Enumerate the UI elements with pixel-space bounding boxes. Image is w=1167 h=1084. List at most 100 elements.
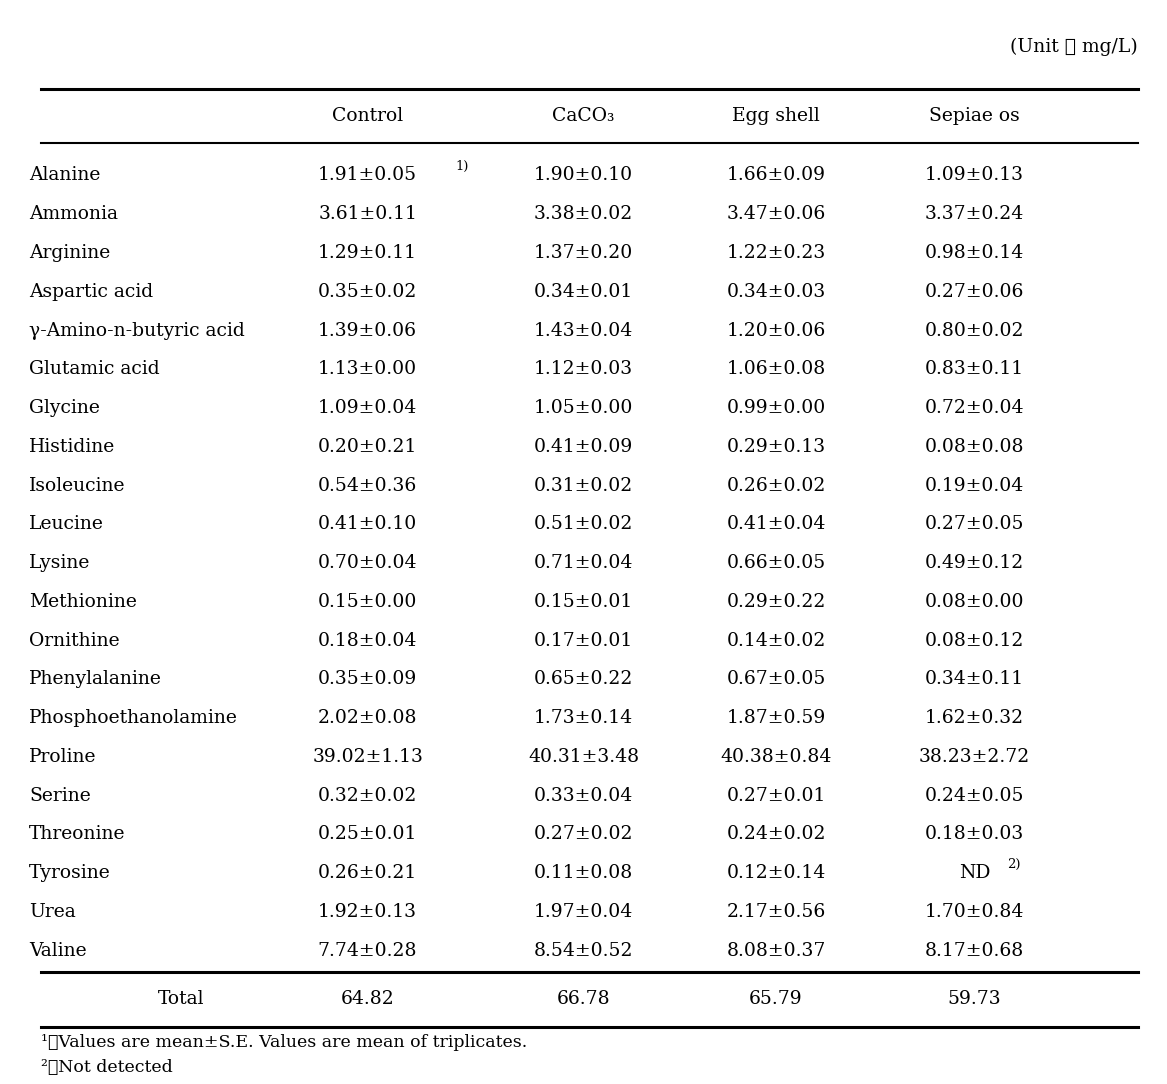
Text: 1.29±0.11: 1.29±0.11	[319, 244, 417, 262]
Text: 3.61±0.11: 3.61±0.11	[319, 205, 417, 223]
Text: 0.80±0.02: 0.80±0.02	[924, 322, 1025, 339]
Text: 0.54±0.36: 0.54±0.36	[317, 477, 418, 494]
Text: 1.66±0.09: 1.66±0.09	[727, 167, 825, 184]
Text: 1.22±0.23: 1.22±0.23	[726, 244, 826, 262]
Text: 0.49±0.12: 0.49±0.12	[924, 554, 1025, 572]
Text: 65.79: 65.79	[749, 991, 803, 1008]
Text: 0.18±0.04: 0.18±0.04	[317, 632, 418, 649]
Text: Urea: Urea	[29, 903, 76, 921]
Text: Ammonia: Ammonia	[29, 205, 118, 223]
Text: Control: Control	[333, 107, 403, 125]
Text: 59.73: 59.73	[948, 991, 1001, 1008]
Text: Sepiae os: Sepiae os	[929, 107, 1020, 125]
Text: 1.12±0.03: 1.12±0.03	[534, 360, 633, 378]
Text: 0.11±0.08: 0.11±0.08	[533, 864, 634, 882]
Text: 0.32±0.02: 0.32±0.02	[317, 787, 418, 804]
Text: 0.67±0.05: 0.67±0.05	[726, 670, 826, 688]
Text: 0.99±0.00: 0.99±0.00	[726, 399, 826, 417]
Text: 3.37±0.24: 3.37±0.24	[924, 205, 1025, 223]
Text: Ornithine: Ornithine	[29, 632, 120, 649]
Text: 0.24±0.02: 0.24±0.02	[726, 826, 826, 843]
Text: 0.29±0.22: 0.29±0.22	[726, 593, 826, 611]
Text: 0.24±0.05: 0.24±0.05	[924, 787, 1025, 804]
Text: 1.13±0.00: 1.13±0.00	[319, 360, 417, 378]
Text: 1.37±0.20: 1.37±0.20	[533, 244, 634, 262]
Text: ¹⧧Values are mean±S.E. Values are mean of triplicates.: ¹⧧Values are mean±S.E. Values are mean o…	[41, 1034, 527, 1051]
Text: 0.27±0.05: 0.27±0.05	[924, 515, 1025, 533]
Text: 1): 1)	[455, 160, 468, 173]
Text: γ-Amino-n-butyric acid: γ-Amino-n-butyric acid	[29, 322, 245, 339]
Text: 0.17±0.01: 0.17±0.01	[533, 632, 634, 649]
Text: Lysine: Lysine	[29, 554, 91, 572]
Text: 0.34±0.03: 0.34±0.03	[726, 283, 826, 300]
Text: 1.70±0.84: 1.70±0.84	[924, 903, 1025, 921]
Text: 0.41±0.04: 0.41±0.04	[726, 515, 826, 533]
Text: Alanine: Alanine	[29, 167, 100, 184]
Text: 0.70±0.04: 0.70±0.04	[317, 554, 418, 572]
Text: 0.08±0.00: 0.08±0.00	[924, 593, 1025, 611]
Text: 0.08±0.12: 0.08±0.12	[924, 632, 1025, 649]
Text: Isoleucine: Isoleucine	[29, 477, 126, 494]
Text: 1.90±0.10: 1.90±0.10	[534, 167, 633, 184]
Text: Phosphoethanolamine: Phosphoethanolamine	[29, 709, 238, 727]
Text: Glutamic acid: Glutamic acid	[29, 360, 160, 378]
Text: 0.27±0.01: 0.27±0.01	[726, 787, 826, 804]
Text: 1.87±0.59: 1.87±0.59	[726, 709, 826, 727]
Text: 0.35±0.02: 0.35±0.02	[317, 283, 418, 300]
Text: 0.08±0.08: 0.08±0.08	[924, 438, 1025, 456]
Text: Total: Total	[158, 991, 204, 1008]
Text: 1.20±0.06: 1.20±0.06	[726, 322, 826, 339]
Text: Methionine: Methionine	[29, 593, 137, 611]
Text: 0.41±0.10: 0.41±0.10	[317, 515, 418, 533]
Text: 66.78: 66.78	[557, 991, 610, 1008]
Text: 0.35±0.09: 0.35±0.09	[317, 670, 418, 688]
Text: 0.20±0.21: 0.20±0.21	[317, 438, 418, 456]
Text: 0.65±0.22: 0.65±0.22	[533, 670, 634, 688]
Text: Histidine: Histidine	[29, 438, 116, 456]
Text: 1.09±0.04: 1.09±0.04	[317, 399, 418, 417]
Text: 7.74±0.28: 7.74±0.28	[317, 942, 418, 959]
Text: 2.17±0.56: 2.17±0.56	[726, 903, 826, 921]
Text: 1.05±0.00: 1.05±0.00	[533, 399, 634, 417]
Text: 0.66±0.05: 0.66±0.05	[726, 554, 826, 572]
Text: 0.34±0.11: 0.34±0.11	[925, 670, 1023, 688]
Text: 0.15±0.01: 0.15±0.01	[533, 593, 634, 611]
Text: 0.15±0.00: 0.15±0.00	[317, 593, 418, 611]
Text: 0.34±0.01: 0.34±0.01	[533, 283, 634, 300]
Text: 0.18±0.03: 0.18±0.03	[924, 826, 1025, 843]
Text: (Unit ∶ mg/L): (Unit ∶ mg/L)	[1011, 38, 1138, 56]
Text: 1.06±0.08: 1.06±0.08	[726, 360, 826, 378]
Text: Egg shell: Egg shell	[732, 107, 820, 125]
Text: 0.12±0.14: 0.12±0.14	[726, 864, 826, 882]
Text: 40.38±0.84: 40.38±0.84	[720, 748, 832, 766]
Text: 0.31±0.02: 0.31±0.02	[533, 477, 634, 494]
Text: 1.39±0.06: 1.39±0.06	[319, 322, 417, 339]
Text: Aspartic acid: Aspartic acid	[29, 283, 153, 300]
Text: 1.91±0.05: 1.91±0.05	[319, 167, 417, 184]
Text: 0.83±0.11: 0.83±0.11	[925, 360, 1023, 378]
Text: 0.41±0.09: 0.41±0.09	[533, 438, 634, 456]
Text: 0.33±0.04: 0.33±0.04	[533, 787, 634, 804]
Text: 3.38±0.02: 3.38±0.02	[533, 205, 634, 223]
Text: 0.71±0.04: 0.71±0.04	[533, 554, 634, 572]
Text: 2.02±0.08: 2.02±0.08	[317, 709, 418, 727]
Text: 1.09±0.13: 1.09±0.13	[925, 167, 1023, 184]
Text: 0.26±0.21: 0.26±0.21	[317, 864, 418, 882]
Text: Leucine: Leucine	[29, 515, 104, 533]
Text: Proline: Proline	[29, 748, 97, 766]
Text: Tyrosine: Tyrosine	[29, 864, 111, 882]
Text: ND: ND	[959, 864, 990, 882]
Text: 0.19±0.04: 0.19±0.04	[924, 477, 1025, 494]
Text: 3.47±0.06: 3.47±0.06	[726, 205, 826, 223]
Text: Valine: Valine	[29, 942, 86, 959]
Text: Threonine: Threonine	[29, 826, 126, 843]
Text: Phenylalanine: Phenylalanine	[29, 670, 162, 688]
Text: CaCO₃: CaCO₃	[552, 107, 615, 125]
Text: 0.29±0.13: 0.29±0.13	[727, 438, 825, 456]
Text: 0.51±0.02: 0.51±0.02	[533, 515, 634, 533]
Text: 2): 2)	[1007, 859, 1021, 872]
Text: 0.98±0.14: 0.98±0.14	[924, 244, 1025, 262]
Text: 0.27±0.02: 0.27±0.02	[533, 826, 634, 843]
Text: 40.31±3.48: 40.31±3.48	[527, 748, 640, 766]
Text: 0.14±0.02: 0.14±0.02	[726, 632, 826, 649]
